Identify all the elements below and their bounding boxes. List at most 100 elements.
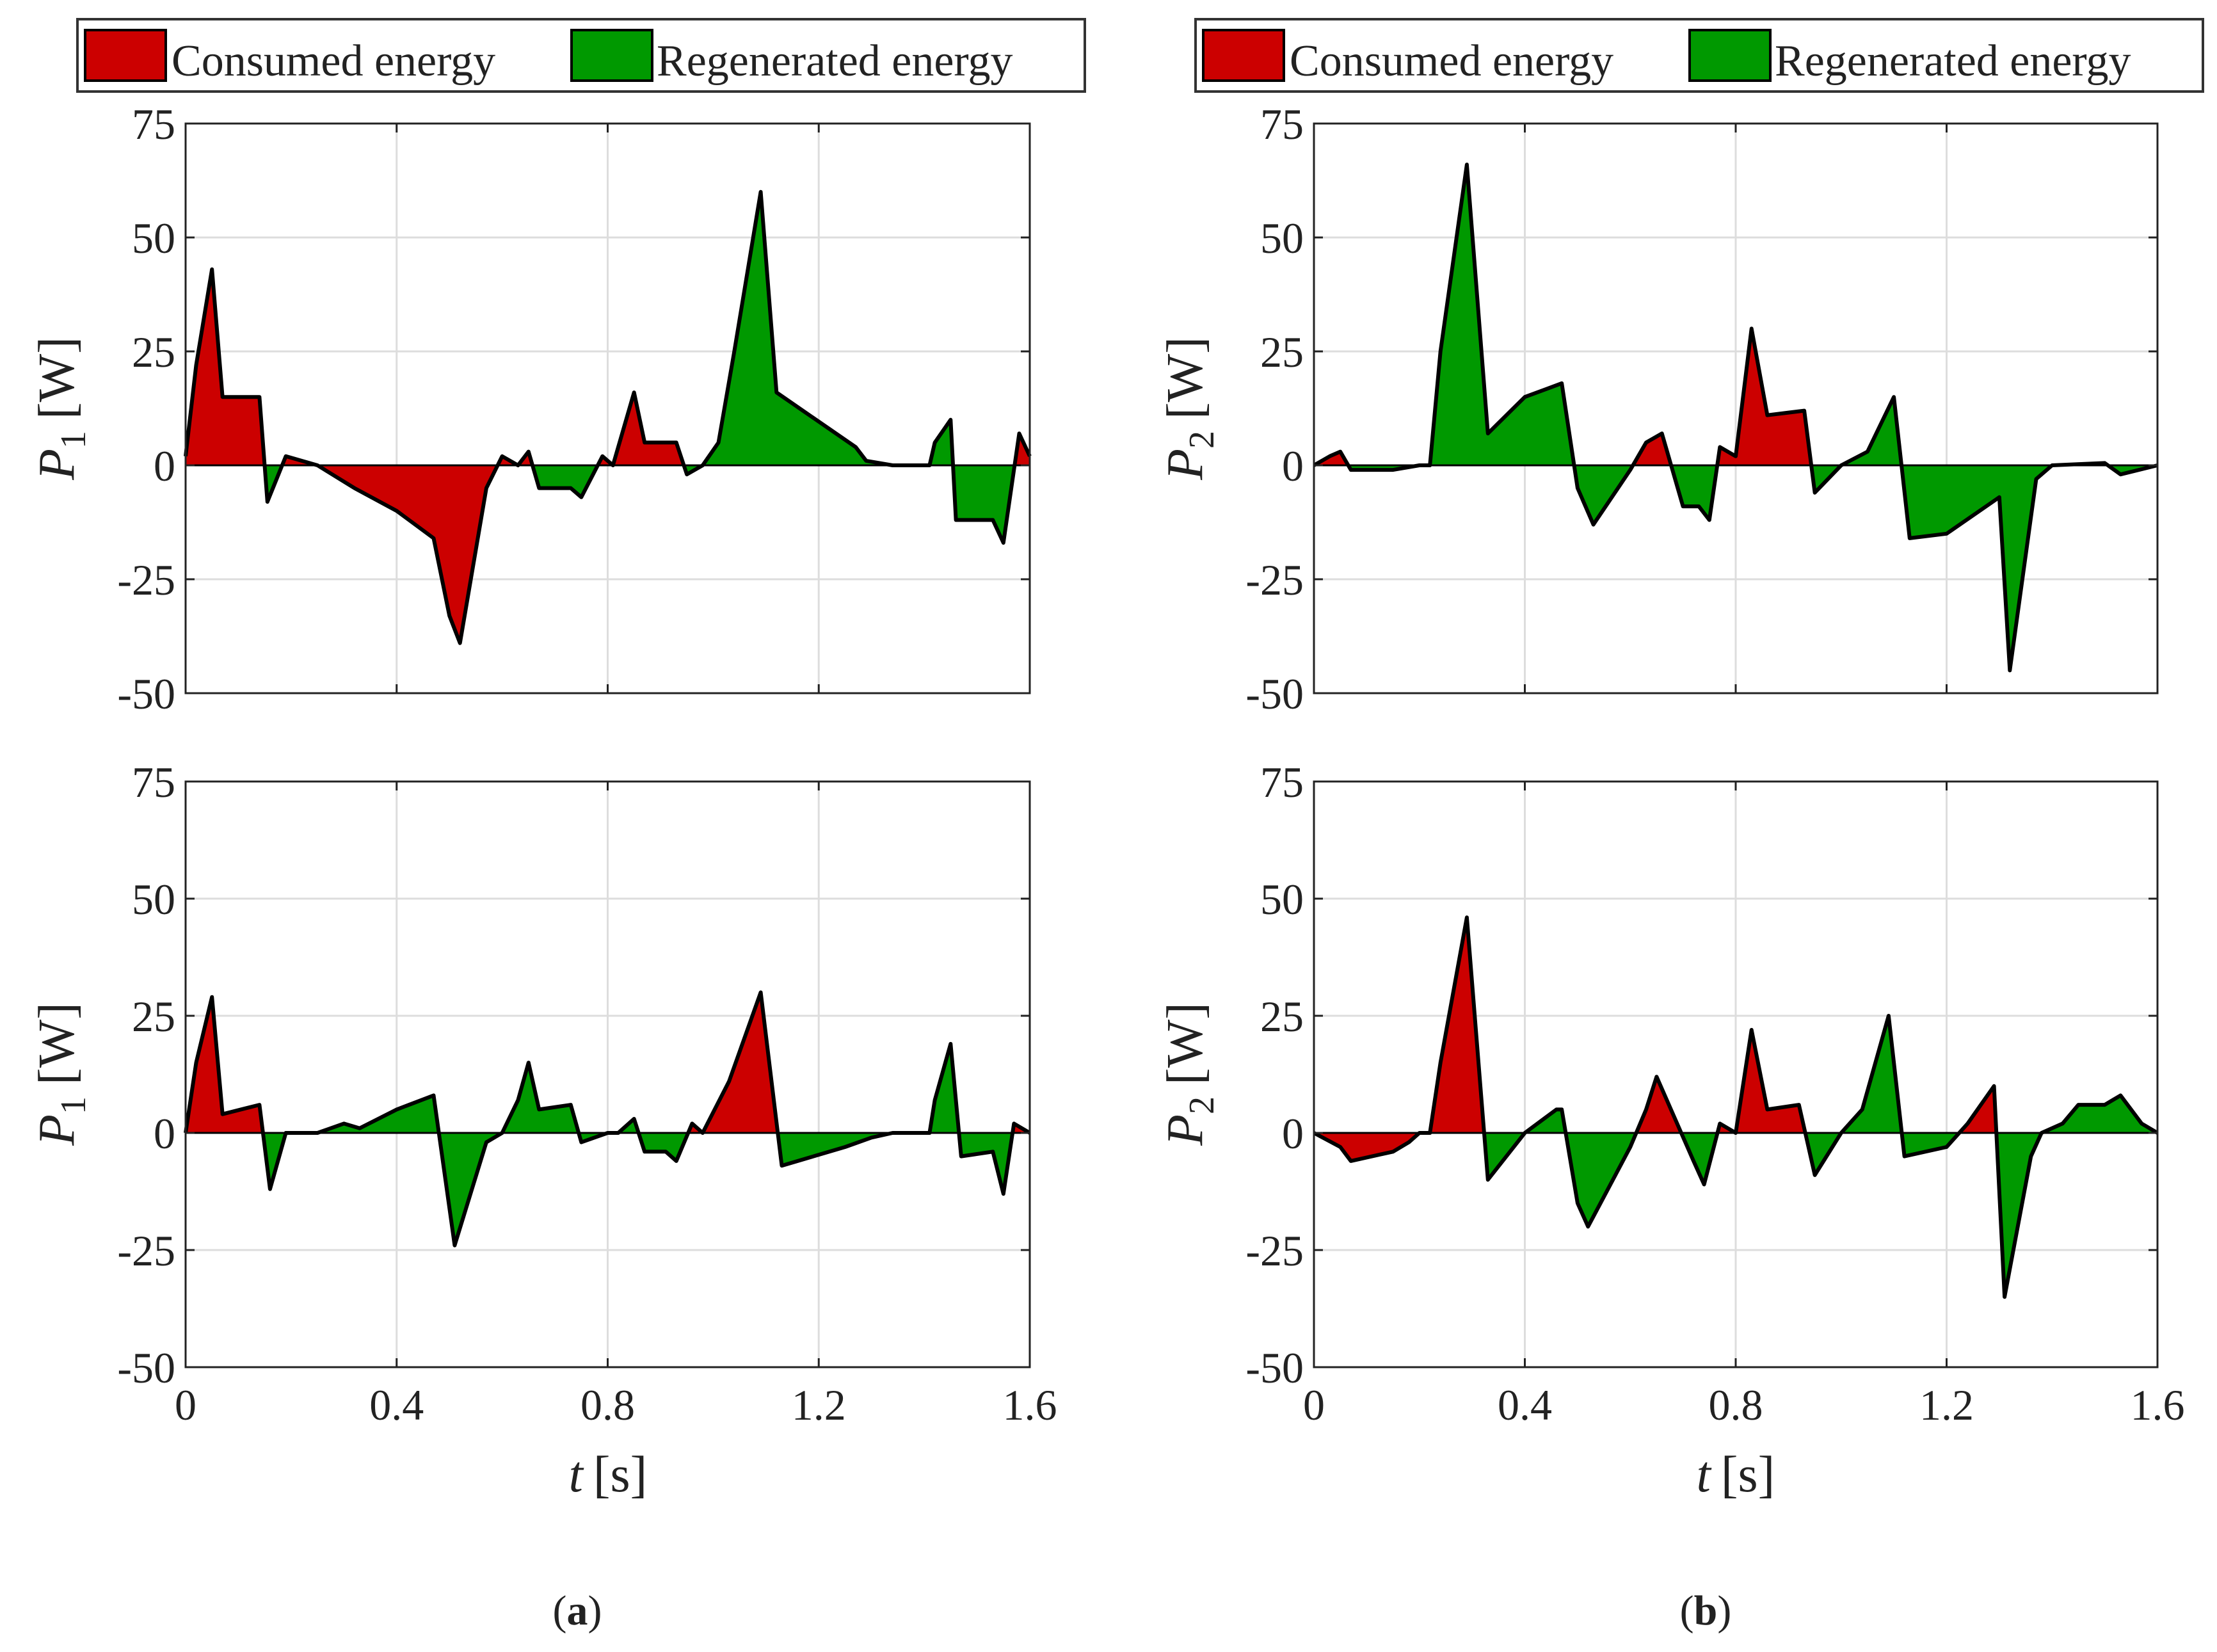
p2-bottom-xtick-label: 0: [1303, 1381, 1325, 1429]
p2-bottom-xlabel-unit: [s]: [1721, 1447, 1775, 1503]
legend-a-consumed-swatch: [84, 29, 167, 82]
legend-b-regenerated-label: Regenerated energy: [1775, 36, 2131, 86]
p1-bottom-ytick-label: 50: [132, 875, 175, 924]
caption-b-close: ): [1717, 1587, 1731, 1634]
p2-bottom-consumed-area: [1636, 1077, 1681, 1133]
p2-top-consumed-area: [1633, 433, 1672, 465]
p2-top-ytick-label: 75: [1260, 100, 1304, 148]
p1-bottom-ytick-label: 25: [132, 992, 175, 1041]
legend-a: Consumed energy Regenerated energy: [76, 18, 1086, 93]
p1-bottom-xtick-label: 0.4: [369, 1381, 424, 1429]
panel-b: Consumed energy Regenerated energy P2[W]…: [1157, 18, 2204, 1634]
p1-bottom-ylabel-unit: [W]: [29, 1002, 85, 1085]
p2-top-ytick-label: 50: [1260, 214, 1304, 262]
caption-a-letter: a: [567, 1587, 588, 1634]
p1-top-ylabel-sub: 1: [54, 431, 93, 449]
p2-top-ytick-label: 25: [1260, 328, 1304, 376]
p1-bottom-ytick-label: -50: [117, 1343, 175, 1392]
svg-text:P1[W]: P1 [W]: [29, 1002, 93, 1146]
p2-top-ytick-label: -25: [1245, 556, 1304, 604]
p2-bottom-ytick-label: 75: [1260, 758, 1304, 806]
p1-bottom-regenerated-area: [262, 1095, 439, 1189]
p2-bottom-regenerated-area: [1565, 1133, 1637, 1227]
legend-a-consumed-label: Consumed energy: [172, 36, 495, 86]
p2-bottom-xtick-label: 1.2: [1919, 1381, 1974, 1429]
legend-b-consumed-swatch: [1202, 29, 1285, 82]
caption-b-open: (: [1680, 1587, 1694, 1634]
p1-bottom-xtick-label: 0: [175, 1381, 196, 1429]
p2-bottom-ylabel-symbol: P: [1157, 1114, 1213, 1146]
p1-top-ylabel-unit: [W]: [29, 337, 85, 419]
p1-top-ytick-label: -50: [117, 670, 175, 718]
p1-bottom-ytick-label: -25: [117, 1226, 175, 1275]
p2-top-ylabel-sub: 2: [1182, 431, 1222, 449]
legend-b: Consumed energy Regenerated energy: [1194, 18, 2204, 93]
p2-bottom-ylabel: P2 [W]: [1157, 1002, 1222, 1146]
p2-bottom-xtick-label: 0.8: [1709, 1381, 1763, 1429]
p2-bottom-regenerated-area: [1484, 1109, 1566, 1180]
p2-top-regenerated-area: [1811, 397, 1902, 493]
p2-top-regenerated-area: [1671, 465, 1718, 520]
p2-bottom-xtick-label: 1.6: [2131, 1381, 2185, 1429]
p1-top-regenerated-area: [532, 465, 598, 497]
p1-bottom-regenerated-area: [959, 1133, 1013, 1194]
p1-top-ytick-label: -25: [117, 556, 175, 604]
p1-bottom-ylabel-symbol: P: [29, 1114, 85, 1146]
caption-b-letter: b: [1694, 1587, 1718, 1634]
p1-top-ylabel: P1 [W]: [29, 337, 93, 481]
p2-bottom-ylabel-sub: 2: [1182, 1096, 1222, 1114]
p2-bottom-power-curve: [1313, 915, 2159, 1299]
p1-bottom-ylabel-sub: 1: [54, 1096, 93, 1114]
p1-bottom-xlabel-symbol: t: [569, 1447, 584, 1503]
p1-top-consumed-area: [497, 451, 532, 465]
p2-top-ytick-label: 0: [1282, 442, 1304, 490]
panel-a: Consumed energy Regenerated energy P1[W]…: [29, 18, 1086, 1634]
p2-top-ylabel: P2 [W]: [1157, 337, 1222, 481]
legend-b-regenerated-swatch: [1688, 29, 1772, 82]
p1-bottom-xlabel-unit: [s]: [593, 1447, 647, 1503]
p2-top-chart: P2 [W] 75 50 25 0 -25 -50: [1157, 100, 2159, 718]
caption-a-open: (: [553, 1587, 567, 1634]
p1-bottom-xtick-label: 1.2: [792, 1381, 846, 1429]
p2-top-regenerated-area: [1348, 164, 1574, 470]
p2-bottom-xlabel: t [s]: [1697, 1447, 1775, 1503]
p1-bottom-xtick-label: 1.6: [1003, 1381, 1057, 1429]
p2-top-ytick-label: -50: [1245, 670, 1304, 718]
p1-bottom-regenerated-area: [638, 1133, 689, 1161]
svg-text:P2[W]: P2 [W]: [1157, 337, 1222, 481]
p2-bottom-xlabel-symbol: t: [1697, 1447, 1712, 1503]
p1-top-power-curve: [184, 189, 1032, 645]
p1-top-consumed-area: [282, 456, 498, 643]
p1-bottom-regenerated-area: [778, 1043, 959, 1166]
p2-bottom-xtick-label: 0.4: [1498, 1381, 1552, 1429]
p2-bottom-consumed-area: [1314, 917, 1484, 1161]
p1-bottom-power-curve: [184, 990, 1031, 1247]
p1-top-regenerated-area: [953, 465, 1015, 543]
caption-a-close: ): [588, 1587, 602, 1634]
p1-top-ytick-label: 75: [132, 100, 175, 148]
p1-top-ylabel-symbol: P: [29, 449, 85, 481]
p1-bottom-consumed-area: [688, 992, 778, 1133]
p2-bottom-ytick-label: 25: [1260, 992, 1304, 1041]
p2-top-ylabel-symbol: P: [1157, 449, 1213, 481]
p1-bottom-ylabel: P1 [W]: [29, 1002, 93, 1146]
p2-bottom-ytick-label: 50: [1260, 875, 1304, 924]
p2-top-consumed-area: [1717, 328, 1812, 465]
legend-b-consumed-label: Consumed energy: [1290, 36, 1613, 86]
legend-a-regenerated-label: Regenerated energy: [657, 36, 1012, 86]
legend-a-regenerated-swatch: [570, 29, 653, 82]
svg-text:P2[W]: P2 [W]: [1157, 1002, 1222, 1146]
p2-bottom-regenerated-area: [1901, 1133, 1960, 1157]
svg-text:P1[W]: P1 [W]: [29, 337, 93, 481]
p1-top-ytick-label: 0: [154, 442, 175, 490]
caption-b: (b): [1680, 1587, 1732, 1634]
p2-bottom-ytick-label: -50: [1245, 1343, 1304, 1392]
p2-top-power-curve: [1313, 163, 2158, 673]
p1-bottom-ytick-label: 0: [154, 1109, 175, 1158]
p2-bottom-regenerated-area: [1681, 1133, 1718, 1185]
p2-bottom-ylabel-unit: [W]: [1157, 1002, 1213, 1085]
p1-top-chart: P1 [W] 75 50 25 0 -25 -50: [29, 100, 1032, 718]
p1-top-ytick-label: 50: [132, 214, 175, 262]
